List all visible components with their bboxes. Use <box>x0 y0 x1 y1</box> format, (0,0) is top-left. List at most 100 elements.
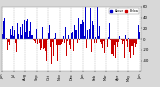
Bar <box>11 35 12 39</box>
Legend: Above, Below: Above, Below <box>109 9 139 14</box>
Bar <box>29 31 30 39</box>
Bar <box>128 39 129 50</box>
Bar <box>70 39 71 49</box>
Bar <box>36 29 37 39</box>
Bar <box>113 39 114 56</box>
Bar <box>131 39 132 46</box>
Bar <box>59 39 60 45</box>
Bar <box>45 39 46 51</box>
Bar <box>118 39 119 42</box>
Bar <box>21 35 22 39</box>
Bar <box>124 39 125 58</box>
Bar <box>62 39 63 42</box>
Bar <box>92 21 93 39</box>
Bar <box>50 39 51 47</box>
Bar <box>101 39 102 44</box>
Bar <box>65 27 66 39</box>
Bar <box>22 24 23 39</box>
Bar <box>35 39 36 43</box>
Bar <box>49 25 50 39</box>
Bar <box>116 39 117 42</box>
Bar <box>72 31 73 39</box>
Bar <box>81 24 82 39</box>
Bar <box>86 39 87 48</box>
Bar <box>40 39 41 50</box>
Bar <box>115 39 116 58</box>
Bar <box>64 39 65 43</box>
Bar <box>42 27 43 39</box>
Bar <box>82 20 83 39</box>
Bar <box>133 39 134 55</box>
Bar <box>89 29 90 39</box>
Bar <box>125 35 126 39</box>
Bar <box>26 21 27 39</box>
Bar <box>84 36 85 39</box>
Bar <box>112 39 113 54</box>
Bar <box>99 38 100 39</box>
Bar <box>34 39 35 41</box>
Bar <box>75 30 76 39</box>
Bar <box>27 30 28 39</box>
Bar <box>109 23 110 39</box>
Bar <box>136 39 137 44</box>
Bar <box>100 39 101 42</box>
Bar <box>122 39 123 44</box>
Bar <box>77 39 78 43</box>
Bar <box>71 33 72 39</box>
Bar <box>18 34 19 39</box>
Bar <box>32 35 33 39</box>
Bar <box>24 20 25 39</box>
Bar <box>135 39 136 47</box>
Bar <box>7 39 8 52</box>
Bar <box>114 39 115 45</box>
Bar <box>60 39 61 46</box>
Bar <box>20 27 21 39</box>
Bar <box>56 39 57 45</box>
Bar <box>9 39 10 45</box>
Bar <box>54 38 55 39</box>
Bar <box>87 30 88 39</box>
Bar <box>6 38 7 39</box>
Bar <box>107 39 108 47</box>
Bar <box>61 39 62 44</box>
Bar <box>96 39 97 43</box>
Bar <box>46 39 47 61</box>
Bar <box>73 39 74 51</box>
Bar <box>103 39 104 41</box>
Bar <box>25 32 26 39</box>
Bar <box>95 37 96 39</box>
Bar <box>66 39 67 56</box>
Bar <box>97 7 98 39</box>
Bar <box>57 39 58 61</box>
Bar <box>127 39 128 48</box>
Bar <box>85 6 86 39</box>
Bar <box>90 8 91 39</box>
Bar <box>15 39 16 44</box>
Bar <box>58 39 59 45</box>
Bar <box>2 34 3 39</box>
Bar <box>28 37 29 39</box>
Bar <box>93 25 94 39</box>
Bar <box>80 24 81 39</box>
Bar <box>91 39 92 52</box>
Bar <box>47 39 48 40</box>
Bar <box>53 39 54 56</box>
Bar <box>88 24 89 39</box>
Bar <box>52 39 53 42</box>
Bar <box>55 33 56 39</box>
Bar <box>121 39 122 40</box>
Bar <box>111 39 112 54</box>
Bar <box>43 39 44 49</box>
Bar <box>98 35 99 39</box>
Bar <box>104 39 105 53</box>
Bar <box>44 39 45 48</box>
Bar <box>83 22 84 39</box>
Bar <box>132 39 133 46</box>
Bar <box>8 39 9 42</box>
Bar <box>41 39 42 48</box>
Bar <box>17 23 18 39</box>
Bar <box>94 39 95 43</box>
Bar <box>102 39 103 48</box>
Bar <box>39 39 40 43</box>
Bar <box>108 28 109 39</box>
